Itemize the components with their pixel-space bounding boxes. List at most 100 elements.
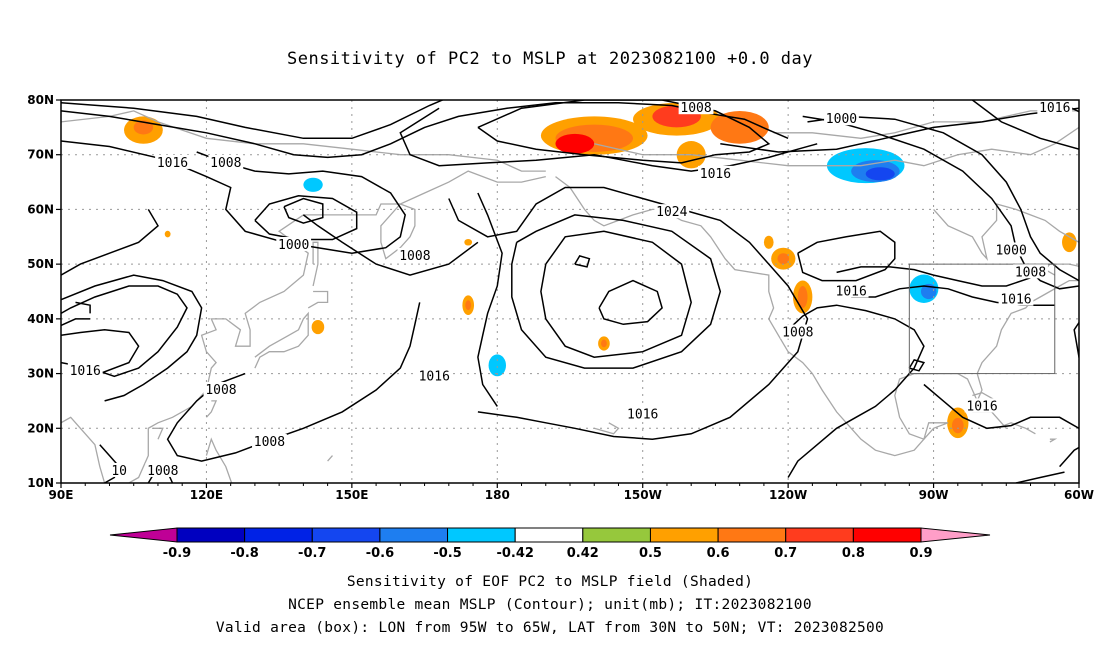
map-title: Sensitivity of PC2 to MSLP at 2023082100… (286, 49, 813, 69)
mslp-contour (61, 140, 407, 254)
mslp-contour (836, 266, 1031, 287)
mslp-contour (61, 100, 445, 140)
contour-label: 1008 (782, 326, 813, 341)
lon-tick-label: 90E (49, 488, 74, 502)
contour-label: 1000 (995, 243, 1026, 258)
shaded-cell (395, 458, 415, 470)
contour-label-bg (276, 236, 312, 251)
lat-tick-label: 60N (27, 202, 54, 216)
contour-label: 1008 (210, 156, 241, 171)
shaded-cell (465, 300, 472, 311)
coastline (312, 241, 319, 287)
colorbar-bin (379, 527, 449, 543)
colorbar-bin (582, 527, 651, 543)
contour-labels: 1008 1016 1000 1016 1008 1016 1024 1000 1008 1000… (67, 100, 1073, 479)
colorbar-label: -0.7 (298, 546, 326, 561)
lon-tick-label: 180 (485, 488, 510, 502)
mslp-contour (399, 107, 818, 172)
lat-tick-label: 40N (27, 312, 54, 326)
shaded-cell (710, 110, 769, 144)
caption-line-2: NCEP ensemble mean MSLP (Contour); unit(… (288, 597, 812, 613)
colorbar-bin (514, 527, 584, 543)
contour-label-bg (252, 433, 287, 448)
mslp-contour (477, 192, 503, 407)
mslp-contour (1078, 224, 1079, 226)
colorbar-high-arrow (920, 527, 991, 543)
mslp-contour (923, 383, 1079, 430)
shaded-cell (133, 120, 154, 135)
contour-label-bg (208, 154, 244, 169)
mslp-contour (477, 100, 771, 164)
caption-line-3: Valid area (box): LON from 95W to 65W, L… (215, 620, 885, 636)
mslp-contour (1059, 446, 1079, 468)
shaded-cell (164, 230, 171, 238)
colorbar-bin (176, 527, 246, 543)
coastline (555, 176, 1079, 457)
contour-label-bg (625, 406, 661, 421)
shaded-cell (464, 238, 473, 246)
coastline (773, 110, 1079, 139)
shaded-cell (763, 235, 774, 249)
coastline (307, 290, 329, 309)
contour-label-bg (698, 165, 733, 180)
mslp-contour (166, 302, 421, 462)
lat-tick-label: 80N (27, 93, 54, 107)
contour-label-bg (109, 462, 129, 477)
lon-tick-label: 150E (335, 488, 368, 502)
mslp-contour (448, 186, 809, 440)
contour-label: 1016 (419, 369, 450, 384)
coastline (114, 170, 546, 483)
mslp-contour (75, 301, 91, 314)
mslp-contour (61, 318, 91, 327)
shaded-cell (865, 167, 895, 181)
colorbar-label: -0.5 (433, 546, 461, 561)
mslp-contour (908, 359, 926, 372)
mslp-contour (797, 230, 896, 282)
colorbar: -0.9 -0.8 -0.7 -0.6 -0.5 -0.42 0.42 0.5 0.6 0.7 0.… (109, 527, 991, 561)
sensitivity-shading (124, 102, 1077, 470)
coastline (254, 311, 309, 369)
contour-label: 1016 (1039, 101, 1070, 116)
shaded-cell (777, 253, 790, 265)
contour-label-bg (678, 100, 714, 115)
mslp-contour (807, 115, 1079, 282)
contour-label: 1016 (966, 399, 997, 414)
shaded-cell (166, 323, 179, 336)
shaded-cell (1062, 232, 1077, 253)
mslp-contour (254, 195, 358, 241)
mslp-contour (283, 197, 324, 224)
coastline (61, 416, 106, 483)
contour-label: 1016 (627, 408, 658, 423)
contour-label-bg (1037, 100, 1073, 115)
contour-label: 1016 (700, 167, 731, 182)
shaded-cell (637, 277, 648, 295)
shaded-cell (130, 321, 147, 339)
mslp-contour (61, 209, 159, 276)
contour-label-bg (654, 204, 690, 219)
colorbar-label: 0.7 (774, 546, 797, 561)
lon-tick-label: 120E (190, 488, 223, 502)
contour-label: 1016 (70, 364, 101, 379)
mslp-contour (511, 214, 722, 369)
mslp-contour (598, 279, 663, 326)
lat-tick-label: 50N (27, 257, 54, 271)
contour-label: 1000 (278, 238, 309, 253)
contour-label-bg (780, 324, 816, 339)
mslp-contour (971, 100, 1079, 151)
graticule (61, 100, 1080, 483)
contour-label: 1008 (147, 464, 178, 479)
coastline (61, 110, 546, 172)
colorbar-low-arrow (109, 527, 178, 543)
contour-label: 1016 (1000, 293, 1031, 308)
lon-tick-label: 90W (919, 488, 949, 502)
shaded-cell (797, 286, 808, 308)
shaded-cell (555, 133, 595, 154)
contour-label: 1016 (157, 156, 188, 171)
coastline (327, 455, 333, 462)
coastline (1049, 438, 1058, 443)
lon-tick-label: 120W (769, 488, 807, 502)
colorbar-label: -0.6 (366, 546, 394, 561)
valid-area-box (908, 263, 1056, 375)
colorbar-bin (447, 527, 516, 543)
